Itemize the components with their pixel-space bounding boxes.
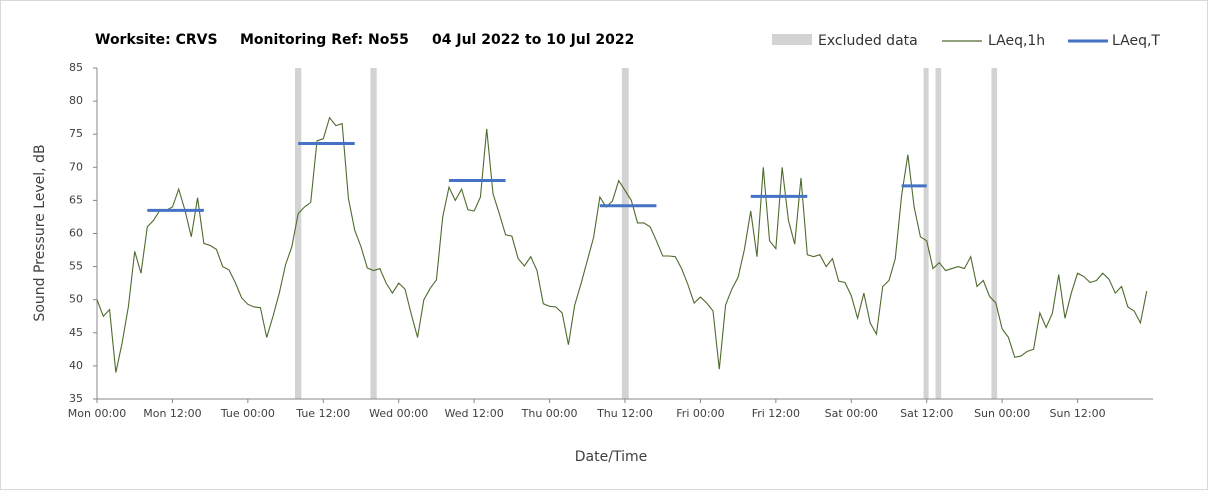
x-tick-label: Thu 00:00 bbox=[521, 407, 578, 420]
x-tick-label: Sun 00:00 bbox=[974, 407, 1030, 420]
y-tick-label: 40 bbox=[69, 359, 83, 372]
x-axis-title: Date/Time bbox=[575, 449, 647, 465]
y-axis-title: Sound Pressure Level, dB bbox=[32, 144, 48, 321]
y-tick-label: 35 bbox=[69, 392, 83, 405]
x-tick-label: Sun 12:00 bbox=[1050, 407, 1106, 420]
excluded-band bbox=[935, 68, 942, 399]
y-tick-label: 50 bbox=[69, 293, 83, 306]
x-tick-label: Thu 12:00 bbox=[596, 407, 653, 420]
x-tick-label: Fri 00:00 bbox=[676, 407, 724, 420]
x-tick-label: Mon 12:00 bbox=[143, 407, 201, 420]
x-tick-label: Fri 12:00 bbox=[752, 407, 800, 420]
line-series bbox=[96, 116, 1148, 373]
y-tick-label: 60 bbox=[69, 227, 83, 240]
y-tick-label: 75 bbox=[69, 127, 83, 140]
excluded-band bbox=[923, 68, 929, 399]
legend-swatch bbox=[772, 34, 812, 45]
excluded-band bbox=[991, 68, 998, 399]
y-tick-label: 45 bbox=[69, 326, 83, 339]
legend-label: LAeq,T bbox=[1112, 33, 1160, 49]
y-tick-label: 55 bbox=[69, 260, 83, 273]
x-tick-label: Sat 00:00 bbox=[825, 407, 878, 420]
excluded-band bbox=[370, 68, 377, 399]
y-tick-label: 80 bbox=[69, 94, 83, 107]
chart-title: 04 Jul 2022 to 10 Jul 2022 bbox=[432, 32, 634, 48]
legend-label: Excluded data bbox=[818, 33, 918, 49]
legend-label: LAeq,1h bbox=[988, 33, 1045, 49]
y-tick-label: 65 bbox=[69, 193, 83, 206]
x-tick-label: Tue 12:00 bbox=[295, 407, 350, 420]
x-tick-label: Wed 00:00 bbox=[369, 407, 428, 420]
chart-title: Worksite: CRVS bbox=[95, 32, 218, 48]
x-tick-label: Tue 00:00 bbox=[220, 407, 275, 420]
x-tick-label: Wed 12:00 bbox=[445, 407, 504, 420]
excluded-band bbox=[295, 68, 302, 399]
excluded-band bbox=[621, 68, 629, 399]
chart-title: Monitoring Ref: No55 bbox=[240, 32, 409, 48]
x-tick-label: Mon 00:00 bbox=[68, 407, 126, 420]
y-tick-label: 85 bbox=[69, 61, 83, 74]
x-tick-label: Sat 12:00 bbox=[900, 407, 953, 420]
y-tick-label: 70 bbox=[69, 160, 83, 173]
